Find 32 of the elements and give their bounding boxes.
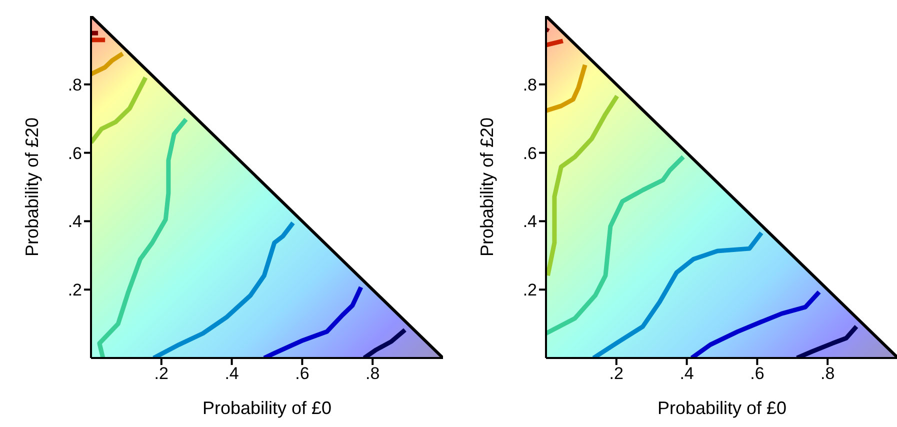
y-tick-label: .2 — [522, 280, 537, 300]
y-axis-title: Probability of £20 — [22, 117, 42, 257]
x-tick-label: .8 — [820, 364, 835, 384]
line-series — [546, 154, 686, 336]
y-axis-title: Probability of £20 — [477, 117, 497, 257]
x-tick-label: .6 — [750, 364, 764, 384]
line-series — [689, 290, 822, 358]
x-tick-label: .4 — [224, 364, 239, 384]
x-tick-label: .4 — [680, 364, 694, 384]
y-tick-label: .8 — [522, 75, 537, 94]
x-tick-label: .6 — [295, 364, 310, 384]
line-series — [794, 324, 859, 358]
line-series — [91, 51, 125, 76]
x-axis-title: Probability of £0 — [657, 398, 787, 418]
y-tick-label: .2 — [68, 280, 82, 300]
y-tick-label: .4 — [68, 212, 82, 232]
y-tick-label: .6 — [522, 144, 537, 163]
line-series — [97, 117, 188, 358]
line-series — [151, 220, 296, 358]
line-series — [546, 94, 620, 278]
y-tick-label: .8 — [68, 75, 82, 94]
line-series — [591, 230, 764, 358]
line-series — [262, 284, 364, 358]
x-tick-label: .8 — [366, 364, 380, 384]
line-series — [91, 75, 148, 145]
y-tick-label: .4 — [522, 212, 537, 232]
line-series — [362, 328, 408, 358]
x-tick-label: .2 — [609, 364, 624, 384]
x-axis-title: Probability of £0 — [202, 398, 332, 418]
line-series — [546, 62, 588, 113]
y-tick-label: .6 — [68, 144, 82, 163]
x-tick-label: .2 — [154, 364, 168, 384]
